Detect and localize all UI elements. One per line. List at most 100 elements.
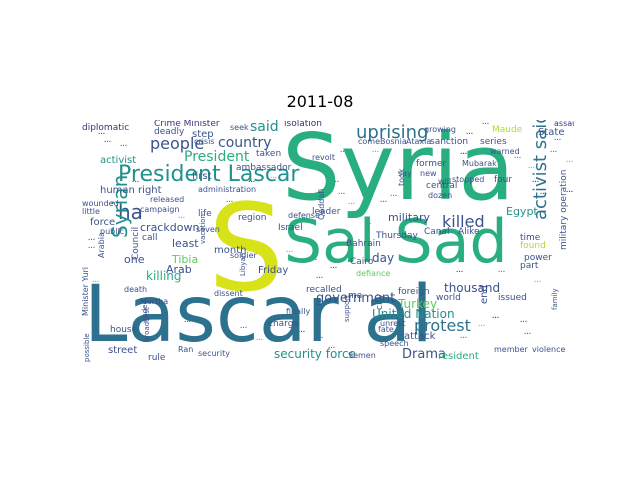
cloud-word: ended [141, 300, 149, 322]
cloud-word: Friday [258, 265, 289, 276]
filler-word: ••• [226, 199, 234, 204]
cloud-word: least [172, 237, 199, 250]
cloud-word: wounded [82, 199, 119, 208]
filler-word: ••• [534, 279, 542, 284]
cloud-word: isolation [284, 120, 322, 129]
cloud-word: crackdown [140, 221, 200, 234]
filler-word: ••• [248, 179, 256, 184]
cloud-word: street [108, 345, 138, 356]
cloud-word: Thursday [376, 231, 418, 241]
cloud-word: country [218, 135, 272, 151]
cloud-word: revolt [312, 153, 336, 162]
cloud-word: President [184, 149, 250, 165]
filler-word: ••• [328, 345, 336, 350]
cloud-word: Minister Yuri [81, 266, 90, 316]
filler-word: ••• [456, 269, 464, 274]
cloud-word: campaign [140, 205, 180, 214]
cloud-word: ma [348, 291, 363, 301]
cloud-word: world [436, 293, 461, 303]
filler-word: ••• [492, 315, 500, 320]
cloud-word: rule [148, 353, 166, 363]
cloud-word: protest [414, 316, 471, 335]
cloud-word: dissent [214, 289, 243, 298]
filler-word: ••• [184, 319, 192, 324]
filler-word: ••• [88, 245, 96, 250]
cloud-word: killing [146, 269, 182, 283]
cloud-word: series [480, 137, 507, 147]
cloud-word: thousand [444, 281, 501, 295]
cloud-word: support [343, 295, 351, 322]
cloud-word: month [214, 245, 247, 256]
cloud-word: foreign [398, 287, 430, 297]
cloud-word: Martha [140, 297, 169, 306]
cloud-word: step [192, 129, 214, 140]
cloud-word: say [398, 169, 412, 178]
filler-word: ••• [460, 151, 468, 156]
filler-word: ••• [240, 325, 248, 330]
filler-word: ••• [270, 175, 278, 180]
filler-word: ••• [514, 155, 522, 160]
filler-word: ••• [88, 237, 96, 242]
word-cloud: ••• ••• ••• ••• ••• ••• ••• ••• ••• ••• ••• ••• ••• •… [80, 120, 574, 365]
cloud-word: seven [196, 225, 220, 234]
cloud-word: Ataxia [406, 137, 432, 146]
cloud-word: said [250, 120, 279, 135]
cloud-word: Israel [278, 223, 303, 233]
filler-word: ••• [566, 159, 574, 164]
cloud-word: Council [131, 226, 141, 260]
cloud-word: activist [100, 155, 137, 166]
cloud-word: come [358, 137, 381, 146]
filler-word: ••• [372, 149, 380, 154]
filler-word: ••• [104, 139, 112, 144]
cloud-word: vacation [199, 214, 207, 244]
filler-word: ••• [520, 319, 528, 324]
filler-word: ••• [316, 275, 324, 280]
filler-word: ••• [140, 315, 148, 320]
cloud-word: violence [532, 345, 566, 354]
cloud-word: end [479, 285, 490, 304]
cloud-word: four [494, 175, 513, 185]
filler-word: ••• [540, 191, 548, 196]
filler-word: ••• [380, 199, 388, 204]
filler-word: ••• [178, 215, 186, 220]
cloud-word: military operation [559, 169, 569, 250]
cloud-word: fate [378, 325, 394, 334]
cloud-word: Alike [458, 227, 480, 237]
cloud-word: Mubarak [462, 159, 497, 168]
cloud-word: warned [490, 147, 520, 156]
cloud-word: former [416, 159, 447, 169]
cloud-word: security force [274, 347, 356, 361]
filler-word: ••• [298, 329, 306, 334]
chart-title: 2011-08 [286, 92, 354, 111]
cloud-word: Canal [424, 227, 450, 237]
cloud-word: new [420, 169, 437, 178]
filler-word: ••• [524, 331, 532, 336]
cloud-word: ambassador [236, 163, 292, 173]
cloud-word: possible [83, 333, 91, 362]
filler-word: ••• [466, 131, 474, 136]
filler-word: ••• [320, 165, 328, 170]
cloud-word: first [192, 171, 212, 182]
cloud-word: Crime Minister [154, 120, 220, 129]
filler-word: ••• [120, 143, 128, 148]
cloud-word: force [90, 217, 116, 228]
cloud-word: house [110, 325, 138, 335]
cloud-word: resident [438, 351, 479, 362]
filler-word: ••• [236, 189, 244, 194]
cloud-word: growing [424, 125, 456, 134]
cloud-word: Tibia [172, 253, 199, 266]
cloud-word: human right [100, 185, 162, 196]
filler-word: ••• [354, 211, 362, 216]
filler-word: ••• [256, 337, 264, 342]
cloud-word: life [198, 209, 212, 219]
cloud-word: State [538, 127, 565, 138]
cloud-word: Bosnia [380, 137, 407, 146]
cloud-word: Cairo [350, 257, 374, 267]
cloud-word: Egypt [506, 205, 538, 218]
cloud-word: security [198, 349, 230, 358]
filler-word: ••• [498, 269, 506, 274]
cloud-word: city [375, 293, 385, 310]
cloud-word: part [520, 261, 539, 271]
cloud-word: Lascar al [84, 270, 433, 360]
cloud-word: Arabia [97, 232, 106, 258]
